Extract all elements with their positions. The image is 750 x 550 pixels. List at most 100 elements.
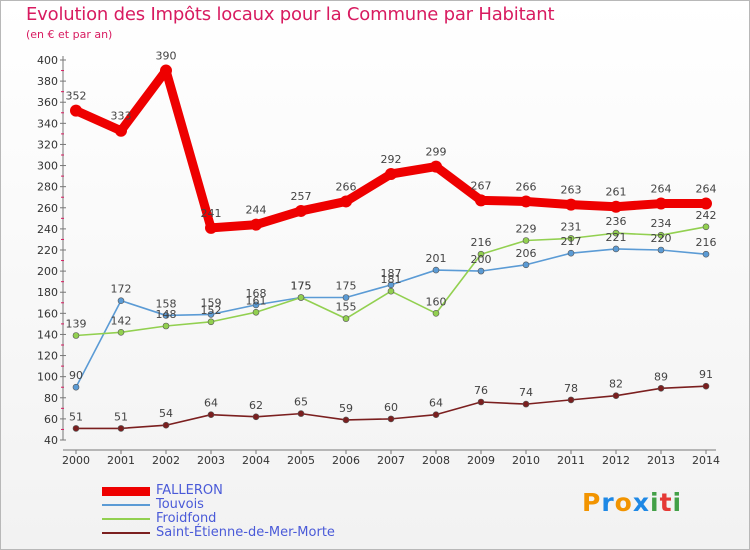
data-point: [117, 297, 125, 304]
x-tick-label: 2007: [377, 454, 405, 467]
legend-item: FALLERON: [102, 484, 335, 498]
data-point: [432, 310, 440, 317]
data-point: [387, 415, 395, 423]
data-point: [342, 294, 350, 301]
y-tick-label: 220: [37, 244, 58, 257]
legend-swatch: [102, 532, 150, 534]
data-label: 90: [69, 369, 83, 382]
data-label: 175: [336, 280, 357, 293]
data-point: [115, 124, 127, 137]
data-point: [702, 250, 710, 258]
data-point: [612, 245, 620, 253]
legend-swatch: [102, 504, 150, 506]
data-point: [72, 332, 80, 339]
data-label: 62: [249, 399, 263, 412]
x-tick-label: 2008: [422, 454, 450, 467]
data-label: 221: [606, 231, 627, 244]
data-label: 175: [291, 280, 312, 293]
x-tick-label: 2006: [332, 454, 360, 467]
x-tick-label: 2000: [62, 454, 90, 467]
data-point: [657, 384, 665, 392]
data-label: 299: [426, 146, 447, 159]
y-tick-label: 280: [37, 181, 58, 194]
logo-letter: i: [650, 488, 660, 517]
data-point: [250, 218, 262, 231]
data-label: 187: [381, 267, 402, 280]
data-label: 89: [654, 370, 668, 383]
data-label: 139: [66, 318, 87, 331]
data-label: 229: [516, 223, 537, 236]
data-label: 292: [381, 153, 402, 166]
data-point: [700, 197, 712, 210]
data-label: 172: [111, 283, 132, 296]
data-label: 152: [201, 304, 222, 317]
data-label: 236: [606, 215, 627, 228]
y-tick-label: 40: [44, 434, 58, 447]
data-point: [252, 301, 260, 309]
legend-label: Saint-Étienne-de-Mer-Morte: [156, 525, 335, 540]
data-point: [610, 200, 622, 213]
logo-letter: t: [659, 488, 673, 517]
data-label: 142: [111, 314, 132, 327]
x-tick-label: 2005: [287, 454, 315, 467]
legend-label: Froidfond: [156, 511, 217, 526]
data-point: [207, 411, 215, 418]
y-tick-label: 400: [37, 54, 58, 67]
y-tick-label: 120: [37, 350, 58, 363]
x-tick-label: 2004: [242, 454, 270, 467]
data-label: 159: [201, 296, 222, 309]
y-tick-label: 80: [44, 392, 58, 405]
data-point: [522, 237, 530, 244]
x-tick-label: 2003: [197, 454, 225, 467]
data-label: 74: [519, 386, 533, 399]
data-label: 200: [471, 253, 492, 266]
data-label: 216: [696, 236, 717, 249]
y-tick-label: 240: [37, 223, 58, 236]
data-label: 267: [471, 179, 492, 192]
y-tick-label: 360: [37, 96, 58, 109]
data-label: 82: [609, 378, 623, 391]
data-label: 216: [471, 236, 492, 249]
data-point: [612, 229, 620, 237]
data-label: 231: [561, 220, 582, 233]
x-tick-label: 2012: [602, 454, 630, 467]
data-point: [565, 198, 577, 211]
data-label: 241: [201, 207, 222, 220]
x-tick-label: 2001: [107, 454, 135, 467]
y-tick-label: 60: [44, 413, 58, 426]
data-point: [72, 425, 80, 432]
data-label: 261: [606, 186, 627, 199]
data-label: 181: [381, 273, 402, 286]
x-tick-label: 2002: [152, 454, 180, 467]
data-point: [342, 416, 350, 424]
legend-item: Froidfond: [102, 512, 335, 526]
logo-letter: i: [672, 488, 683, 517]
data-point: [162, 312, 170, 319]
data-point: [655, 197, 667, 210]
data-point: [475, 194, 487, 207]
legend-label: FALLERON: [156, 483, 223, 498]
data-point: [657, 246, 665, 254]
data-label: 220: [651, 232, 672, 245]
legend: FALLERON Touvois Froidfond Saint-Étienne-de…: [102, 484, 335, 540]
data-point: [162, 421, 170, 429]
y-tick-label: 340: [37, 117, 58, 130]
data-point: [385, 168, 397, 180]
data-label: 175: [291, 280, 312, 293]
data-point: [702, 382, 710, 390]
data-label: 51: [114, 410, 128, 423]
data-label: 160: [426, 295, 447, 308]
data-point: [432, 411, 440, 418]
data-label: 266: [336, 180, 357, 193]
data-label: 206: [516, 247, 537, 260]
y-tick-label: 100: [37, 371, 58, 384]
chart-title: Evolution des Impôts locaux pour la Comm…: [26, 4, 555, 25]
data-label: 161: [246, 294, 267, 307]
data-label: 91: [699, 368, 713, 381]
x-tick-label: 2010: [512, 454, 540, 467]
logo-letter: r: [601, 488, 615, 517]
y-tick-label: 260: [37, 202, 58, 215]
data-label: 333: [111, 110, 132, 123]
y-tick-label: 160: [37, 307, 58, 320]
data-label: 51: [69, 410, 83, 423]
